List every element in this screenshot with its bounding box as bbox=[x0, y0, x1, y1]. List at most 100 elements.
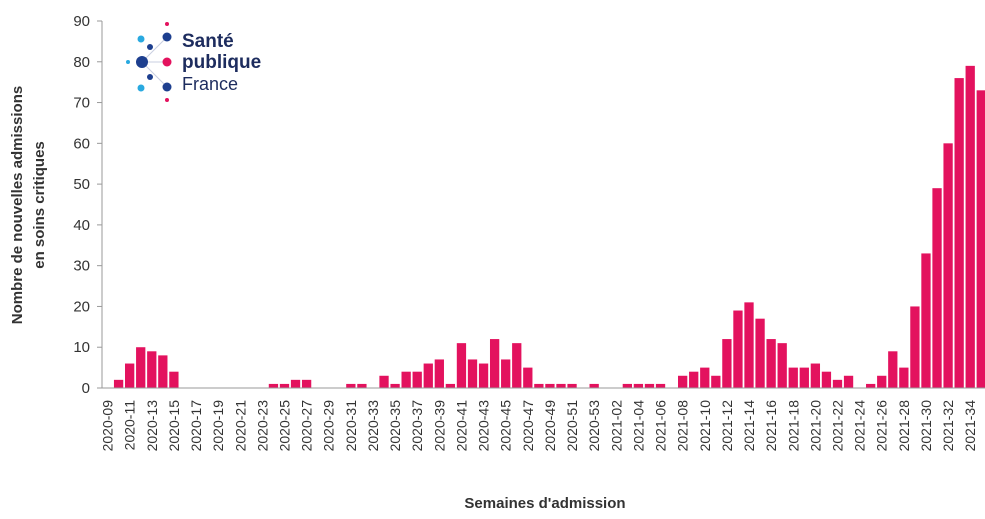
logo-dot bbox=[137, 35, 145, 43]
x-tick-label: 2020-33 bbox=[365, 400, 381, 452]
bar bbox=[523, 367, 533, 388]
x-tick-label: 2020-25 bbox=[276, 400, 292, 452]
y-tick-label: 30 bbox=[73, 258, 90, 275]
bar bbox=[478, 363, 489, 388]
x-tick-label: 2020-53 bbox=[586, 400, 602, 452]
bar bbox=[899, 367, 909, 388]
bar bbox=[943, 143, 953, 388]
logo-dot bbox=[162, 57, 172, 67]
y-tick-label: 70 bbox=[73, 95, 90, 112]
x-tick-label: 2020-29 bbox=[321, 400, 337, 452]
logo-dot bbox=[162, 82, 172, 92]
bar bbox=[501, 359, 511, 388]
bar bbox=[744, 302, 754, 388]
bar bbox=[136, 347, 146, 388]
bar bbox=[777, 343, 787, 388]
x-tick-label: 2020-47 bbox=[520, 400, 536, 452]
bar bbox=[810, 363, 821, 388]
bar bbox=[954, 78, 964, 388]
x-tick-label: 2021-32 bbox=[940, 400, 956, 452]
logo-dot bbox=[147, 74, 153, 80]
x-tick-label: 2020-35 bbox=[387, 400, 403, 452]
bar bbox=[279, 383, 290, 388]
bar bbox=[456, 343, 467, 388]
x-tick-label: 2020-39 bbox=[431, 400, 447, 452]
bar bbox=[268, 383, 279, 388]
x-tick-label: 2021-14 bbox=[741, 400, 757, 452]
x-tick-label: 2021-22 bbox=[829, 400, 845, 452]
x-axis-title: Semaines d'admission bbox=[464, 495, 625, 512]
x-tick-label: 2021-28 bbox=[896, 400, 912, 452]
y-label-line: en soins critiques bbox=[31, 141, 48, 269]
y-tick-label: 90 bbox=[73, 13, 90, 30]
logo-dot bbox=[162, 32, 172, 42]
x-tick-label: 2021-20 bbox=[807, 400, 823, 452]
x-tick-label: 2021-30 bbox=[918, 400, 934, 452]
x-tick-label: 2021-12 bbox=[719, 400, 735, 452]
bar bbox=[921, 253, 931, 388]
bar bbox=[346, 383, 356, 388]
x-tick-label: 2020-13 bbox=[144, 400, 160, 452]
bar bbox=[832, 379, 843, 388]
bar bbox=[467, 359, 478, 388]
y-tick-label: 60 bbox=[73, 135, 90, 152]
x-tick-label: 2020-45 bbox=[498, 400, 514, 452]
x-tick-label: 2021-24 bbox=[852, 400, 868, 452]
bar bbox=[711, 375, 721, 388]
bar bbox=[866, 383, 876, 388]
bar bbox=[401, 371, 411, 388]
x-tick-label: 2020-51 bbox=[564, 400, 580, 452]
logo-dot bbox=[136, 56, 148, 68]
x-tick-label: 2020-19 bbox=[210, 400, 226, 452]
x-tick-label: 2020-09 bbox=[100, 400, 116, 452]
x-tick-label: 2020-21 bbox=[232, 400, 248, 452]
bar bbox=[755, 318, 765, 388]
y-tick-label: 80 bbox=[73, 54, 90, 71]
bar bbox=[489, 339, 500, 388]
bar bbox=[512, 343, 522, 388]
bar bbox=[843, 375, 854, 388]
x-tick-label: 2021-18 bbox=[785, 400, 801, 452]
logo-dot bbox=[137, 84, 145, 92]
x-tick-label: 2021-34 bbox=[962, 400, 978, 452]
x-tick-label: 2021-10 bbox=[697, 400, 713, 452]
x-tick-label: 2020-37 bbox=[409, 400, 425, 452]
y-tick-label: 40 bbox=[73, 217, 90, 234]
bar bbox=[622, 383, 632, 388]
x-tick-label: 2021-26 bbox=[874, 400, 890, 452]
bar bbox=[545, 383, 555, 388]
x-tick-label: 2020-31 bbox=[343, 400, 359, 452]
bar bbox=[125, 363, 135, 388]
y-label-line: Nombre de nouvelles admissions bbox=[9, 86, 26, 324]
x-tick-label: 2021-06 bbox=[653, 400, 669, 452]
bar bbox=[932, 188, 942, 388]
logo-text: France bbox=[182, 74, 238, 94]
logo-text: Santé bbox=[182, 31, 234, 52]
bar bbox=[766, 339, 776, 388]
bar bbox=[390, 383, 400, 388]
y-tick-label: 10 bbox=[73, 339, 90, 356]
x-tick-label: 2020-15 bbox=[166, 400, 182, 452]
y-tick-label: 0 bbox=[82, 380, 90, 397]
y-tick-label: 50 bbox=[73, 176, 90, 193]
bar bbox=[301, 379, 312, 388]
bar bbox=[678, 375, 688, 388]
logo-text: publique bbox=[182, 52, 261, 73]
bar bbox=[877, 375, 887, 388]
bar bbox=[556, 383, 566, 388]
bar bbox=[976, 90, 985, 389]
x-tick-label: 2020-17 bbox=[188, 400, 204, 452]
bar bbox=[357, 383, 367, 388]
bar bbox=[965, 65, 975, 388]
logo-dot bbox=[147, 44, 153, 50]
logo-dot bbox=[165, 22, 169, 26]
bar bbox=[788, 367, 798, 388]
x-tick-label: 2021-04 bbox=[630, 400, 646, 452]
x-tick-label: 2020-43 bbox=[476, 400, 492, 452]
x-tick-label: 2021-02 bbox=[608, 400, 624, 452]
logo-dot bbox=[165, 98, 169, 102]
bar bbox=[290, 379, 301, 388]
bar bbox=[379, 375, 389, 388]
x-tick-label: 2021-08 bbox=[675, 400, 691, 452]
